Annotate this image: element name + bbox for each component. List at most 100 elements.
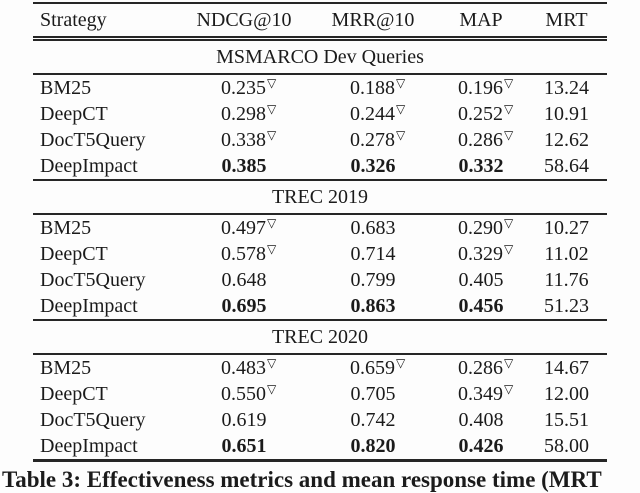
- metric-cell: 0.659▽: [310, 354, 436, 381]
- strategy-cell: DeepCT: [40, 382, 108, 405]
- metric-cell: 0.578▽: [178, 241, 310, 267]
- metric-cell: 0.290▽: [436, 214, 526, 241]
- significance-marker: ▽: [267, 382, 277, 396]
- table-row: DeepImpact 0.695 0.863 0.456 51.23: [33, 293, 607, 320]
- strategy-cell: DocT5Query: [40, 128, 146, 151]
- strategy-cell: BM25: [40, 216, 92, 239]
- significance-marker: ▽: [504, 242, 514, 256]
- table-row: DeepImpact 0.385 0.326 0.332 58.64: [33, 153, 607, 180]
- strategy-cell: DeepCT: [40, 242, 108, 265]
- mrt-cell: 11.02: [544, 242, 589, 265]
- mrt-cell: 14.67: [544, 356, 589, 379]
- metric-cell: 0.332: [436, 153, 526, 180]
- table-row: BM25 0.497▽ 0.683 0.290▽ 10.27: [33, 214, 607, 241]
- table-row: DocT5Query 0.619 0.742 0.408 15.51: [33, 407, 607, 433]
- metric-value: 0.651: [221, 434, 267, 457]
- metric-cell: 0.497▽: [178, 214, 310, 241]
- significance-marker: ▽: [267, 102, 277, 116]
- metric-cell: 0.683: [310, 214, 436, 241]
- mrt-cell: 12.62: [544, 128, 589, 151]
- table-row: DeepImpact 0.651 0.820 0.426 58.00: [33, 433, 607, 461]
- metric-cell: 0.651: [178, 433, 310, 461]
- metric-cell: 0.483▽: [178, 354, 310, 381]
- metric-cell: 0.705: [310, 381, 436, 407]
- metric-cell: 0.298▽: [178, 101, 310, 127]
- metric-value: 0.578: [221, 243, 266, 265]
- section-title-row: TREC 2020: [33, 319, 607, 355]
- metric-value: 0.695: [221, 294, 267, 317]
- metric-value: 0.252: [458, 103, 503, 125]
- metric-value: 0.683: [350, 216, 396, 239]
- header-row: Strategy NDCG@10 MRR@10 MAP MRT: [33, 3, 607, 41]
- metric-value: 0.742: [350, 408, 396, 431]
- mrt-cell: 12.00: [544, 382, 589, 405]
- mrt-cell: 11.76: [544, 268, 589, 291]
- column-header-map: MAP: [436, 3, 526, 41]
- metric-value: 0.799: [350, 268, 396, 291]
- metric-value: 0.497: [221, 217, 266, 239]
- metric-cell: 0.286▽: [436, 354, 526, 381]
- metric-cell: 0.550▽: [178, 381, 310, 407]
- metric-value: 0.298: [221, 103, 266, 125]
- significance-marker: ▽: [504, 102, 514, 116]
- significance-marker: ▽: [396, 102, 406, 116]
- table-row: DeepCT 0.298▽ 0.244▽ 0.252▽ 10.91: [33, 101, 607, 127]
- significance-marker: ▽: [267, 242, 277, 256]
- strategy-cell: DeepImpact: [40, 294, 138, 317]
- column-header-ndcg10: NDCG@10: [178, 3, 310, 41]
- metric-cell: 0.648: [178, 267, 310, 293]
- metric-cell: 0.714: [310, 241, 436, 267]
- results-table-body: MSMARCO Dev Queries BM25 0.235▽ 0.188▽ 0.196…: [33, 37, 607, 461]
- significance-marker: ▽: [504, 76, 514, 90]
- metric-value: 0.659: [350, 357, 395, 379]
- metric-cell: 0.456: [436, 293, 526, 320]
- metric-cell: 0.244▽: [310, 101, 436, 127]
- strategy-cell: DeepCT: [40, 102, 108, 125]
- significance-marker: ▽: [267, 76, 277, 90]
- significance-marker: ▽: [396, 128, 406, 142]
- strategy-cell: BM25: [40, 76, 92, 99]
- significance-marker: ▽: [396, 76, 406, 90]
- metric-value: 0.863: [350, 294, 396, 317]
- table-row: DeepCT 0.550▽ 0.705 0.349 ▽ 12.00: [33, 381, 607, 407]
- strategy-cell: BM25: [40, 356, 92, 379]
- metric-cell: 0.405: [436, 267, 526, 293]
- metric-cell: 0.326: [310, 153, 436, 180]
- table-caption: Table 3: Effectiveness metrics and mean …: [2, 467, 602, 492]
- significance-marker: ▽: [504, 356, 514, 370]
- metric-value: 0.286: [458, 357, 503, 379]
- table-row: BM25 0.235▽ 0.188▽ 0.196▽ 13.24: [33, 74, 607, 101]
- significance-marker: ▽: [504, 216, 514, 230]
- metric-value: 0.290: [458, 217, 503, 239]
- mrt-cell: 10.91: [544, 102, 589, 125]
- metric-value: 0.349: [458, 383, 503, 405]
- metric-value: 0.188: [350, 77, 395, 99]
- metric-value: 0.278: [350, 129, 395, 151]
- metric-cell: 0.286▽: [436, 127, 526, 153]
- mrt-cell: 51.23: [544, 294, 589, 317]
- metric-value: 0.235: [221, 77, 266, 99]
- table-row: DeepCT 0.578▽ 0.714 0.329▽ 11.02: [33, 241, 607, 267]
- metric-cell: 0.426: [436, 433, 526, 461]
- metric-value: 0.244: [350, 103, 395, 125]
- significance-marker: ▽: [396, 356, 406, 370]
- section-title-row: TREC 2019: [33, 179, 607, 215]
- metric-cell: 0.408: [436, 407, 526, 433]
- table-row: DocT5Query 0.648 0.799 0.405 11.76: [33, 267, 607, 293]
- metric-cell: 0.196▽: [436, 74, 526, 101]
- metric-cell: 0.820: [310, 433, 436, 461]
- metric-cell: 0.278▽: [310, 127, 436, 153]
- mrt-cell: 10.27: [544, 216, 589, 239]
- mrt-cell: 13.24: [544, 76, 589, 99]
- table-row: DocT5Query 0.338▽ 0.278▽ 0.286▽ 12.62: [33, 127, 607, 153]
- results-table-container: Strategy NDCG@10 MRR@10 MAP MRT MSMARCO …: [33, 2, 607, 462]
- column-header-strategy: Strategy: [33, 3, 178, 41]
- metric-value: 0.405: [458, 268, 504, 291]
- metric-value: 0.619: [221, 408, 267, 431]
- metric-cell: 0.742: [310, 407, 436, 433]
- column-header-mrr10: MRR@10: [310, 3, 436, 41]
- metric-cell: 0.188▽: [310, 74, 436, 101]
- metric-value: 0.196: [458, 77, 503, 99]
- metric-value: 0.483: [221, 357, 266, 379]
- metric-cell: 0.799: [310, 267, 436, 293]
